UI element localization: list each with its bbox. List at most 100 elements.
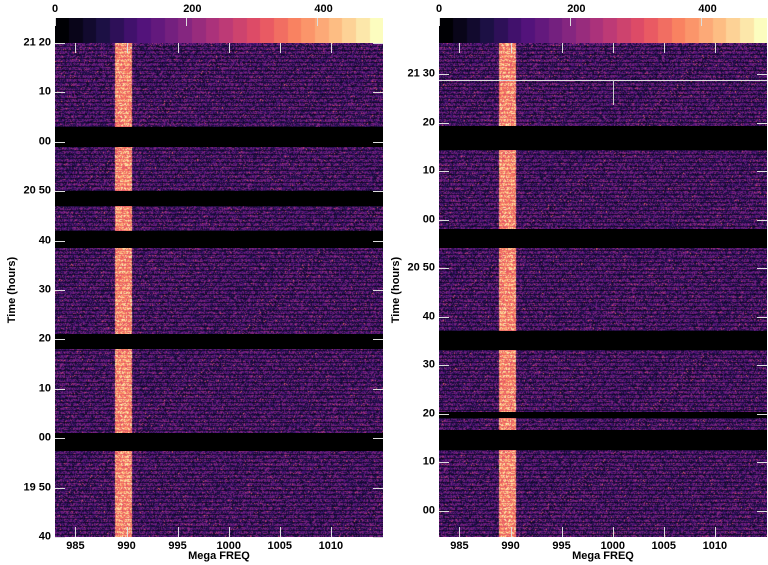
- y-tick-label: 20: [422, 116, 435, 129]
- y-tick-label: 00: [422, 504, 435, 517]
- left-panel: 0 200 400 21 20 10 00 20 50 40 30 20 10 00 19 50 40 98…: [6, 3, 383, 562]
- y-tick: [373, 438, 383, 440]
- y-tick: [439, 365, 449, 367]
- y-tick-label: 30: [38, 283, 51, 296]
- y-tick-label: 10: [38, 382, 51, 395]
- y-tick: [439, 413, 449, 415]
- y-tick: [757, 510, 767, 512]
- y-tick-label: 20: [422, 407, 435, 420]
- spectrogram-heatmap: [55, 43, 383, 537]
- x-tick: [177, 43, 179, 53]
- y-tick: [757, 462, 767, 464]
- y-tick: [439, 268, 449, 270]
- no-data-gap: [55, 126, 383, 147]
- x-tick: [561, 527, 563, 537]
- y-tick: [373, 240, 383, 242]
- y-tick: [439, 122, 449, 124]
- y-tick-label: 20 50: [407, 261, 435, 274]
- x-tick: [510, 527, 512, 537]
- no-data-gap: [439, 126, 767, 150]
- x-tick: [228, 43, 230, 53]
- y-tick-label: 21 30: [407, 67, 435, 80]
- x-tick: [75, 43, 77, 53]
- x-tick-label: 1000: [216, 540, 241, 552]
- y-tick: [757, 365, 767, 367]
- x-tick: [126, 527, 128, 537]
- colorbar-tick: [317, 18, 319, 26]
- x-tick: [663, 527, 665, 537]
- x-tick-label: 995: [168, 540, 187, 552]
- x-tick-label: 985: [450, 540, 469, 552]
- x-tick: [612, 43, 614, 53]
- x-tick: [279, 43, 281, 53]
- y-tick: [373, 92, 383, 94]
- x-tick-label: 985: [66, 540, 85, 552]
- x-tick-label: 1010: [702, 540, 728, 552]
- colorbar-tick: [570, 18, 572, 26]
- y-tick: [757, 74, 767, 76]
- y-tick: [757, 413, 767, 415]
- x-tick: [714, 43, 716, 53]
- x-tick: [459, 43, 461, 53]
- y-tick: [439, 462, 449, 464]
- y-tick-label: 10: [38, 85, 51, 98]
- y-tick: [55, 141, 65, 143]
- colorbar-tick: [55, 18, 56, 26]
- y-tick-label: 40: [38, 234, 51, 247]
- y-tick: [55, 537, 65, 538]
- y-tick: [55, 388, 65, 390]
- x-tick: [663, 43, 665, 53]
- x-tick: [279, 527, 281, 537]
- x-tick: [126, 43, 128, 53]
- colorbar: [439, 18, 767, 43]
- y-tick: [439, 74, 449, 76]
- y-axis-title: Time (hours): [6, 256, 18, 324]
- x-axis-title: Mega FREQ: [188, 550, 250, 562]
- no-data-gap: [55, 433, 383, 451]
- colorbar-tick-label: 0: [436, 3, 443, 15]
- colorbar-tick: [439, 18, 440, 26]
- no-data-gap: [55, 334, 383, 350]
- colorbar: [55, 18, 383, 43]
- x-tick-label: 995: [552, 540, 571, 552]
- y-tick: [439, 171, 449, 173]
- y-tick: [55, 339, 65, 341]
- artifact-line: [439, 80, 767, 81]
- x-tick: [228, 527, 230, 537]
- y-tick: [757, 171, 767, 173]
- y-tick-label: 10: [422, 164, 435, 177]
- no-data-gap: [55, 230, 383, 248]
- no-data-gap: [439, 411, 767, 418]
- colorbar-tick-label: 0: [52, 3, 59, 15]
- y-tick: [439, 219, 449, 221]
- y-tick-label: 40: [38, 530, 51, 543]
- y-tick: [373, 191, 383, 193]
- y-tick: [373, 388, 383, 390]
- y-tick: [373, 487, 383, 489]
- y-tick: [757, 122, 767, 124]
- x-tick-label: 990: [117, 540, 136, 552]
- colorbar-tick-label: 200: [567, 3, 586, 15]
- colorbar-tick-label: 200: [183, 3, 202, 15]
- y-tick: [55, 191, 65, 193]
- x-tick-label: 990: [501, 540, 520, 552]
- y-tick: [757, 219, 767, 221]
- colorbar-tick-label: 400: [698, 3, 717, 15]
- y-tick-label: 20: [38, 332, 51, 345]
- x-tick: [330, 43, 332, 53]
- no-data-gap: [55, 191, 383, 206]
- y-tick-label: 00: [38, 431, 51, 444]
- y-tick: [757, 316, 767, 318]
- x-tick-label: 1005: [651, 540, 677, 552]
- y-tick: [55, 290, 65, 291]
- y-tick: [55, 43, 65, 44]
- x-tick-label: 1010: [318, 540, 344, 552]
- y-tick: [55, 240, 65, 242]
- y-tick: [55, 92, 65, 94]
- y-tick: [373, 43, 383, 44]
- y-tick: [373, 339, 383, 341]
- x-tick: [459, 527, 461, 537]
- artifact-line: [612, 80, 614, 105]
- x-tick: [561, 43, 563, 53]
- x-tick: [714, 527, 716, 537]
